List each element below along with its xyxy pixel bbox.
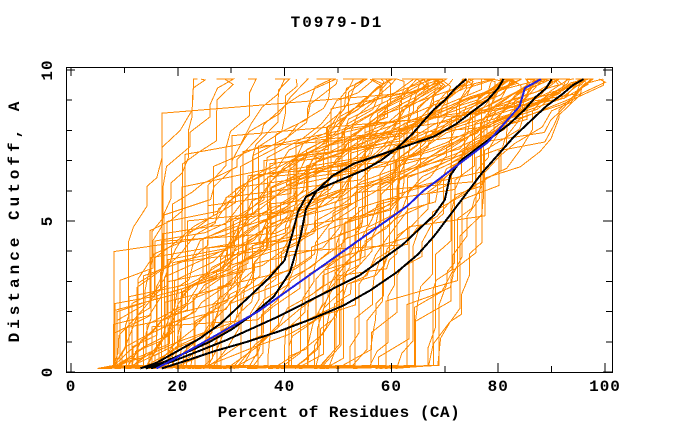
server-model-curve — [97, 78, 443, 369]
highlighted-model-curve — [150, 78, 553, 370]
server-model-curve — [97, 78, 494, 369]
server-model-curve — [97, 78, 234, 369]
server-model-curve — [187, 78, 512, 369]
server-model-curve — [175, 78, 586, 369]
highlighted-model-curve — [145, 78, 505, 370]
server-model-curve — [138, 78, 603, 369]
highlighted-model-curve — [161, 78, 585, 370]
server-model-curve — [192, 78, 513, 369]
server-model-curve — [99, 78, 257, 369]
server-model-curve — [223, 79, 466, 369]
y-tick-label: 10 — [39, 59, 57, 81]
x-tick-label: 0 — [65, 378, 77, 396]
highlighted-model-curve — [140, 78, 467, 370]
x-tick-label: 80 — [487, 378, 509, 396]
server-model-curve — [97, 78, 445, 369]
server-model-curve — [97, 78, 544, 369]
server-model-curve — [97, 78, 337, 369]
server-model-curve — [253, 78, 426, 369]
x-axis-label: Percent of Residues (CA) — [217, 404, 461, 422]
server-model-curve — [395, 78, 508, 369]
server-model-curve — [267, 78, 561, 369]
server-model-curve — [298, 78, 436, 369]
x-tick-label: 100 — [589, 378, 621, 396]
server-model-curve — [250, 78, 368, 369]
server-model-curve — [125, 78, 513, 369]
server-model-curve — [97, 78, 588, 369]
server-model-curve — [108, 78, 443, 369]
y-tick-label: 5 — [39, 215, 57, 227]
server-model-curve — [322, 78, 593, 369]
best-model-curve — [155, 78, 542, 370]
server-model-curve — [97, 78, 365, 369]
y-tick-label: 0 — [39, 366, 57, 378]
server-model-curve — [97, 78, 332, 369]
x-tick-label: 60 — [380, 378, 402, 396]
server-model-curve — [97, 78, 286, 369]
server-model-curve — [294, 78, 441, 369]
y-axis-label: Distance Cutoff, A — [6, 97, 24, 343]
server-model-curve — [97, 78, 330, 369]
server-model-curve — [97, 78, 427, 369]
server-model-curve — [313, 78, 536, 369]
server-model-curve — [187, 78, 419, 369]
server-model-curve — [148, 78, 432, 369]
server-model-curve — [97, 78, 586, 369]
server-model-curve — [97, 78, 434, 369]
server-model-curve — [275, 78, 496, 369]
server-model-curve — [255, 78, 385, 369]
plot-title: T0979-D1 — [290, 14, 384, 32]
axes-box — [66, 67, 613, 373]
server-model-curve — [213, 78, 426, 369]
server-model-curve — [246, 78, 512, 369]
server-model-curve — [353, 78, 516, 369]
server-model-curve — [149, 78, 440, 369]
server-model-curve — [100, 78, 470, 369]
x-tick-label: 20 — [167, 378, 189, 396]
server-model-curve — [395, 78, 529, 369]
server-model-curve — [268, 78, 444, 369]
server-model-curve — [269, 78, 522, 369]
x-tick-label: 40 — [273, 378, 296, 396]
server-model-curve — [248, 78, 392, 369]
